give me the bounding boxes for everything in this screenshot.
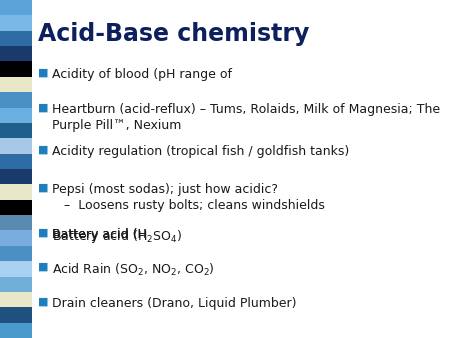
- Text: ■: ■: [38, 103, 49, 113]
- Text: ■: ■: [38, 297, 49, 307]
- Text: Acidity of blood (pH range of: Acidity of blood (pH range of: [52, 68, 232, 81]
- Bar: [0, 200, 32, 215]
- Text: Acid-Base chemistry: Acid-Base chemistry: [38, 22, 310, 46]
- Text: ■: ■: [38, 68, 49, 78]
- Text: ■: ■: [38, 262, 49, 272]
- Text: Drain cleaners (Drano, Liquid Plumber): Drain cleaners (Drano, Liquid Plumber): [52, 297, 297, 310]
- Bar: [0, 107, 32, 123]
- Text: Pepsi (most sodas); just how acidic?: Pepsi (most sodas); just how acidic?: [52, 183, 278, 196]
- Bar: [0, 184, 32, 200]
- Bar: [0, 138, 32, 154]
- Text: –  Loosens rusty bolts; cleans windshields: – Loosens rusty bolts; cleans windshield…: [64, 199, 325, 212]
- Bar: [0, 154, 32, 169]
- Bar: [0, 276, 32, 292]
- Bar: [0, 123, 32, 138]
- Bar: [0, 31, 32, 46]
- Text: Battery acid (H: Battery acid (H: [52, 228, 147, 241]
- Text: Battery acid (H: Battery acid (H: [52, 228, 147, 241]
- Text: ■: ■: [38, 145, 49, 155]
- Bar: [0, 231, 32, 246]
- Text: ■: ■: [38, 228, 49, 238]
- Text: Battery acid (H$_{2}$SO$_{4}$): Battery acid (H$_{2}$SO$_{4}$): [52, 228, 182, 245]
- Bar: [0, 0, 32, 15]
- Bar: [0, 323, 32, 338]
- Bar: [0, 46, 32, 62]
- Text: Acid Rain (SO$_{2}$, NO$_{2}$, CO$_{2}$): Acid Rain (SO$_{2}$, NO$_{2}$, CO$_{2}$): [52, 262, 215, 278]
- Text: Acidity regulation (tropical fish / goldfish tanks): Acidity regulation (tropical fish / gold…: [52, 145, 349, 158]
- Bar: [0, 92, 32, 107]
- Bar: [0, 246, 32, 261]
- Text: ■: ■: [38, 183, 49, 193]
- Text: Heartburn (acid-reflux) – Tums, Rolaids, Milk of Magnesia; The
Purple Pill™, Nex: Heartburn (acid-reflux) – Tums, Rolaids,…: [52, 103, 440, 132]
- Bar: [0, 307, 32, 323]
- Bar: [0, 169, 32, 184]
- Bar: [0, 261, 32, 276]
- Bar: [0, 215, 32, 231]
- Bar: [0, 292, 32, 307]
- Bar: [0, 15, 32, 31]
- Bar: [0, 62, 32, 77]
- Bar: [0, 77, 32, 92]
